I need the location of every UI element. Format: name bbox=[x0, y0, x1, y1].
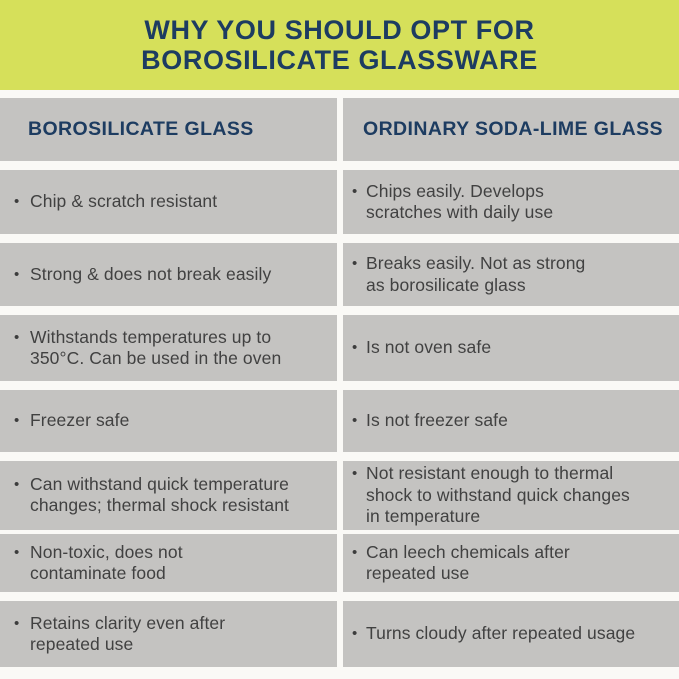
bullet-icon: • bbox=[14, 328, 20, 346]
cell-text: Withstands temperatures up to 350°C. Can… bbox=[30, 326, 282, 369]
table-row: • Chip & scratch resistant • Chips easil… bbox=[0, 170, 679, 234]
cell-text: Freezer safe bbox=[30, 410, 130, 431]
bullet-icon: • bbox=[352, 339, 358, 357]
cell-borosilicate: • Can withstand quick temperature change… bbox=[0, 461, 337, 530]
cell-text: Is not oven safe bbox=[366, 337, 492, 358]
table-row: • Freezer safe • Is not freezer safe bbox=[0, 390, 679, 452]
cell-text: Can leech chemicals after repeated use bbox=[366, 541, 570, 584]
cell-text: Non-toxic, does not contaminate food bbox=[30, 541, 183, 584]
cell-soda-lime: • Is not oven safe bbox=[343, 315, 679, 381]
bullet-icon: • bbox=[14, 265, 20, 283]
bullet-icon: • bbox=[352, 255, 358, 272]
column-header-borosilicate: BOROSILICATE GLASS bbox=[0, 98, 337, 161]
list-item: • Retains clarity even after repeated us… bbox=[14, 613, 225, 656]
cell-text: Breaks easily. Not as strong as borosili… bbox=[366, 253, 586, 295]
cell-soda-lime: • Can leech chemicals after repeated use bbox=[343, 534, 679, 592]
cell-soda-lime: • Breaks easily. Not as strong as borosi… bbox=[343, 243, 679, 306]
table-row: • Strong & does not break easily • Break… bbox=[0, 243, 679, 306]
column-header-soda-lime: ORDINARY SODA-LIME GLASS bbox=[343, 98, 679, 161]
cell-text: Chip & scratch resistant bbox=[30, 191, 218, 212]
list-item: • Freezer safe bbox=[14, 410, 129, 432]
page-title: WHY YOU SHOULD OPT FOR BOROSILICATE GLAS… bbox=[141, 15, 538, 75]
cell-borosilicate: • Withstands temperatures up to 350°C. C… bbox=[0, 315, 337, 381]
cell-text: Can withstand quick temperature changes;… bbox=[30, 473, 290, 516]
list-item: • Turns cloudy after repeated usage bbox=[352, 623, 635, 645]
cell-borosilicate: • Strong & does not break easily bbox=[0, 243, 337, 306]
cell-text: Is not freezer safe bbox=[366, 410, 508, 431]
list-item: • Strong & does not break easily bbox=[14, 264, 271, 286]
cell-text: Not resistant enough to thermal shock to… bbox=[366, 463, 630, 526]
cell-text: Chips easily. Develops scratches with da… bbox=[366, 180, 554, 223]
cell-soda-lime: • Turns cloudy after repeated usage bbox=[343, 601, 679, 667]
cell-text: Strong & does not break easily bbox=[30, 263, 272, 284]
comparison-table: BOROSILICATE GLASS ORDINARY SODA-LIME GL… bbox=[0, 98, 679, 679]
list-item: • Is not oven safe bbox=[352, 337, 491, 359]
cell-soda-lime: • Is not freezer safe bbox=[343, 390, 679, 452]
cell-text: Turns cloudy after repeated usage bbox=[366, 623, 636, 644]
cell-text: Retains clarity even after repeated use bbox=[30, 612, 226, 655]
list-item: • Can withstand quick temperature change… bbox=[14, 474, 289, 517]
table-row: • Can withstand quick temperature change… bbox=[0, 461, 679, 530]
list-item: • Non-toxic, does not contaminate food bbox=[14, 542, 183, 585]
cell-borosilicate: • Chip & scratch resistant bbox=[0, 170, 337, 234]
bullet-icon: • bbox=[352, 465, 358, 482]
bullet-icon: • bbox=[352, 543, 358, 561]
list-item: • Chip & scratch resistant bbox=[14, 191, 217, 213]
bullet-icon: • bbox=[14, 543, 20, 561]
table-row: • Non-toxic, does not contaminate food •… bbox=[0, 534, 679, 592]
bullet-icon: • bbox=[14, 475, 20, 493]
list-item: • Not resistant enough to thermal shock … bbox=[352, 463, 630, 528]
bullet-icon: • bbox=[352, 182, 358, 200]
bullet-icon: • bbox=[14, 193, 20, 211]
list-item: • Is not freezer safe bbox=[352, 410, 508, 432]
cell-soda-lime: • Chips easily. Develops scratches with … bbox=[343, 170, 679, 234]
table-header-row: BOROSILICATE GLASS ORDINARY SODA-LIME GL… bbox=[0, 98, 679, 161]
list-item: • Can leech chemicals after repeated use bbox=[352, 542, 570, 585]
bullet-icon: • bbox=[14, 614, 20, 632]
list-item: • Withstands temperatures up to 350°C. C… bbox=[14, 327, 281, 370]
bullet-icon: • bbox=[14, 412, 20, 430]
list-item: • Chips easily. Develops scratches with … bbox=[352, 181, 553, 224]
title-banner: WHY YOU SHOULD OPT FOR BOROSILICATE GLAS… bbox=[0, 0, 679, 90]
bullet-icon: • bbox=[352, 625, 358, 643]
list-item: • Breaks easily. Not as strong as borosi… bbox=[352, 253, 585, 296]
cell-borosilicate: • Retains clarity even after repeated us… bbox=[0, 601, 337, 667]
cell-borosilicate: • Non-toxic, does not contaminate food bbox=[0, 534, 337, 592]
table-row: • Withstands temperatures up to 350°C. C… bbox=[0, 315, 679, 381]
cell-borosilicate: • Freezer safe bbox=[0, 390, 337, 452]
bullet-icon: • bbox=[352, 412, 358, 430]
table-row: • Retains clarity even after repeated us… bbox=[0, 601, 679, 667]
cell-soda-lime: • Not resistant enough to thermal shock … bbox=[343, 461, 679, 530]
